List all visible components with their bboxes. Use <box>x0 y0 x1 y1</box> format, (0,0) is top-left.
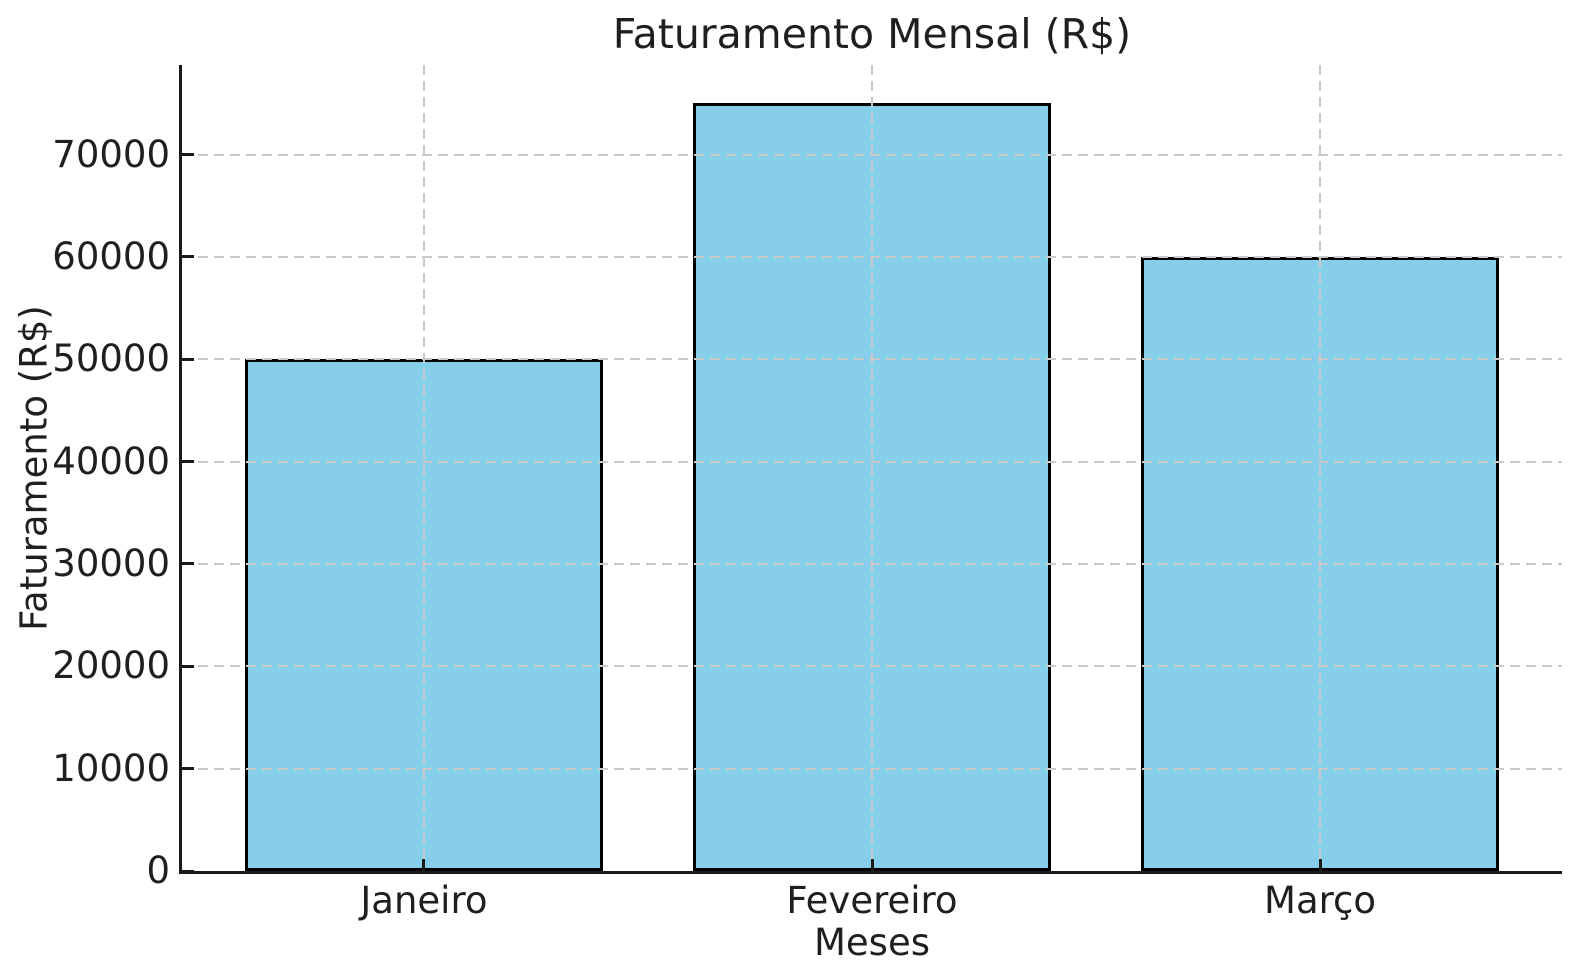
x-tick-label: Fevereiro <box>786 879 958 922</box>
y-tick-label: 10000 <box>52 746 170 790</box>
x-tick-label: Janeiro <box>360 879 488 922</box>
x-axis-tick <box>870 859 874 871</box>
gridline-vertical <box>422 65 425 871</box>
x-axis-tick <box>1318 859 1322 871</box>
x-axis-tick <box>422 859 426 871</box>
y-axis-tick <box>182 357 194 361</box>
gridline-vertical <box>871 65 873 871</box>
gridline-horizontal <box>182 358 1562 361</box>
y-tick-label: 50000 <box>52 337 170 381</box>
y-axis-tick <box>182 767 194 771</box>
y-axis-tick <box>182 664 194 668</box>
x-tick-label: Março <box>1264 879 1377 922</box>
y-tick-label: 20000 <box>52 644 170 688</box>
y-tick-label: 60000 <box>52 234 170 278</box>
gridline-horizontal <box>182 562 1562 565</box>
y-axis-tick <box>182 153 194 157</box>
gridline-horizontal <box>182 255 1562 258</box>
gridline-horizontal <box>182 460 1562 463</box>
gridline-horizontal <box>182 767 1562 770</box>
gridline-horizontal <box>182 153 1562 156</box>
y-tick-label: 70000 <box>52 132 170 176</box>
chart-title: Faturamento Mensal (R$) <box>612 10 1132 58</box>
y-tick-label: 40000 <box>52 439 170 483</box>
y-axis-tick <box>182 460 194 464</box>
y-axis-tick <box>182 255 194 259</box>
x-axis-label: Meses <box>813 921 930 964</box>
plot-area <box>179 65 1562 874</box>
gridline-vertical <box>1319 65 1322 871</box>
y-axis-tick <box>182 562 194 566</box>
y-tick-label: 30000 <box>52 541 170 585</box>
gridline-horizontal <box>182 665 1562 668</box>
y-axis-tick <box>182 869 194 873</box>
y-tick-label: 0 <box>146 849 170 892</box>
